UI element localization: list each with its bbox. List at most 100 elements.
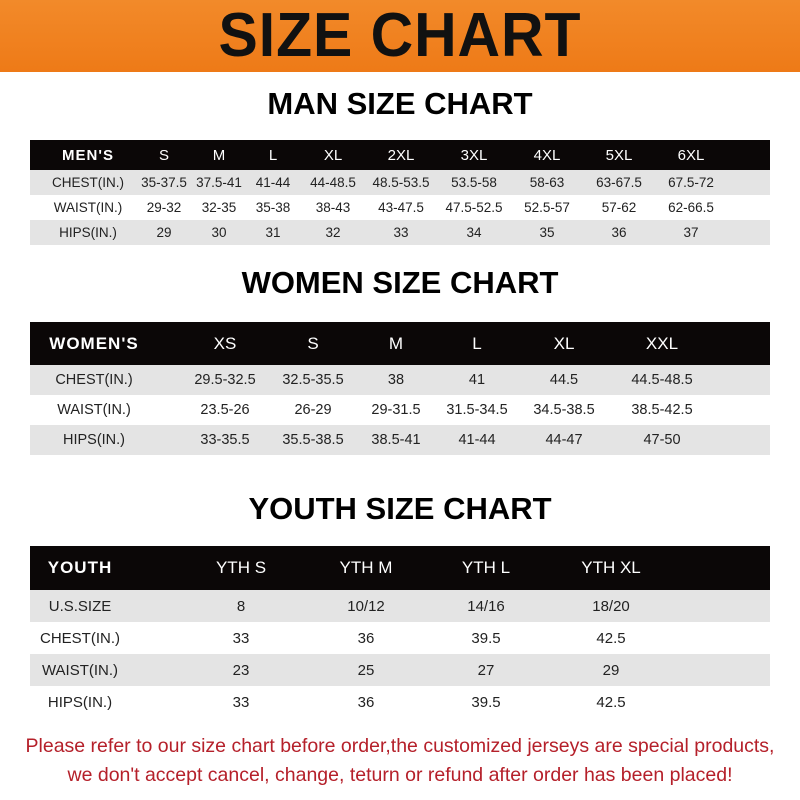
table-cell: 29.5-32.5 [194, 372, 256, 388]
size-header: L [472, 333, 482, 353]
table-row: HIPS(IN.) 33 36 39.5 42.5 [30, 686, 770, 718]
table-cell: 23 [232, 661, 250, 679]
table-cell: 29 [602, 661, 620, 679]
table-row: U.S.SIZE 8 10/12 14/16 18/20 [30, 590, 770, 622]
size-header: L [268, 146, 278, 164]
table-cell: 44.5-48.5 [631, 372, 693, 388]
table-cell: 43-47.5 [378, 200, 424, 215]
table-cell: 30 [211, 225, 227, 240]
table-cell: 32 [325, 225, 341, 240]
table-cell: 57-62 [601, 200, 637, 215]
table-cell: 63-67.5 [596, 175, 642, 190]
row-label: WAIST(IN.) [53, 200, 123, 215]
row-label: CHEST(IN.) [52, 175, 124, 190]
row-label: U.S.SIZE [48, 597, 112, 615]
table-cell: 37 [683, 225, 699, 240]
table-row: HIPS(IN.) 33-35.5 35.5-38.5 38.5-41 41-44 44-… [30, 425, 770, 455]
table-cell: 14/16 [467, 597, 505, 615]
table-cell: 36 [357, 629, 375, 647]
table-cell: 38.5-42.5 [631, 402, 693, 418]
table-cell: 42.5 [596, 629, 626, 647]
row-label: WAIST(IN.) [57, 402, 131, 418]
table-row: WAIST(IN.) 23.5-26 26-29 29-31.5 31.5-34.5 34… [30, 395, 770, 425]
table-cell: 41-44 [458, 432, 496, 448]
men-section-title: MAN SIZE CHART [267, 86, 533, 121]
table-row: WAIST(IN.) 23 25 27 29 [30, 654, 770, 686]
table-cell: 37.5-41 [196, 175, 242, 190]
row-label: WAIST(IN.) [41, 661, 119, 679]
table-row: CHEST(IN.) 35-37.5 37.5-41 41-44 44-48.5 48.5… [30, 170, 770, 195]
banner: SIZE CHART [0, 0, 800, 72]
table-row: CHEST(IN.) 29.5-32.5 32.5-35.5 38 41 44.5 44.5… [30, 365, 770, 395]
table-cell: 29 [156, 225, 172, 240]
table-cell: 31 [265, 225, 281, 240]
table-cell: 35 [539, 225, 555, 240]
size-header: 4XL [533, 146, 561, 164]
row-label: CHEST(IN.) [40, 629, 120, 647]
table-cell: 36 [357, 693, 375, 711]
table-cell: 34 [466, 225, 482, 240]
table-cell: 39.5 [471, 693, 501, 711]
size-header: S [158, 146, 170, 164]
table-cell: 32-35 [201, 200, 237, 215]
table-title-cell: MEN'S [62, 146, 114, 164]
table-cell: 38.5-41 [371, 432, 421, 448]
table-row: HIPS(IN.) 29 30 31 32 33 34 35 36 37 [30, 220, 770, 245]
table-cell: 34.5-38.5 [533, 402, 595, 418]
table-cell: 53.5-58 [451, 175, 497, 190]
table-row: WAIST(IN.) 29-32 32-35 35-38 38-43 43-47.5 47.… [30, 195, 770, 220]
size-header: 2XL [387, 146, 415, 164]
size-header: S [307, 333, 319, 353]
header-row: WOMEN'S XS S M L XL XXL [30, 322, 770, 365]
table-cell: 47.5-52.5 [445, 200, 503, 215]
table-cell: 8 [236, 597, 246, 615]
table-cell: 38-43 [315, 200, 351, 215]
table-cell: 26-29 [294, 402, 332, 418]
table-title-cell: WOMEN'S [49, 333, 139, 353]
size-header: YTH XL [581, 558, 641, 577]
youth-section-title: YOUTH SIZE CHART [248, 491, 552, 526]
size-header: XL [323, 146, 343, 164]
page-title: SIZE CHART [218, 1, 582, 70]
size-header: M [212, 146, 226, 164]
table-cell: 42.5 [596, 693, 626, 711]
table-cell: 41 [468, 372, 486, 388]
header-row: MEN'S S M L XL 2XL 3XL 4XL 5XL 6XL [30, 140, 770, 170]
notice-line-2: we don't accept cancel, change, teturn o… [67, 764, 733, 786]
table-cell: 35-38 [255, 200, 291, 215]
table-cell: 33 [232, 693, 250, 711]
size-header: YTH L [461, 558, 511, 577]
table-cell: 33 [232, 629, 250, 647]
size-header: XL [553, 333, 575, 353]
table-cell: 35-37.5 [141, 175, 187, 190]
table-cell: 33-35.5 [200, 432, 250, 448]
table-cell: 52.5-57 [524, 200, 570, 215]
table-cell: 29-31.5 [371, 402, 421, 418]
notice-line-1: Please refer to our size chart before or… [25, 735, 775, 757]
table-cell: 35.5-38.5 [282, 432, 344, 448]
table-cell: 44-48.5 [310, 175, 356, 190]
size-header: 6XL [677, 146, 705, 164]
table-cell: 62-66.5 [668, 200, 714, 215]
size-header: YTH S [215, 558, 267, 577]
table-cell: 18/20 [592, 597, 630, 615]
size-header: YTH M [339, 558, 393, 577]
table-cell: 27 [477, 661, 495, 679]
table-cell: 25 [357, 661, 375, 679]
size-header: 5XL [605, 146, 633, 164]
table-cell: 29-32 [146, 200, 182, 215]
row-label: HIPS(IN.) [47, 693, 113, 711]
table-cell: 48.5-53.5 [372, 175, 430, 190]
size-header: XS [213, 333, 237, 353]
table-cell: 38 [387, 372, 405, 388]
table-cell: 41-44 [255, 175, 291, 190]
table-cell: 39.5 [471, 629, 501, 647]
table-cell: 31.5-34.5 [446, 402, 508, 418]
table-cell: 44-47 [545, 432, 583, 448]
table-cell: 47-50 [643, 432, 681, 448]
size-header: XXL [645, 333, 679, 353]
table-cell: 33 [393, 225, 409, 240]
table-cell: 23.5-26 [200, 402, 250, 418]
table-cell: 44.5 [549, 372, 579, 388]
size-header: 3XL [460, 146, 488, 164]
